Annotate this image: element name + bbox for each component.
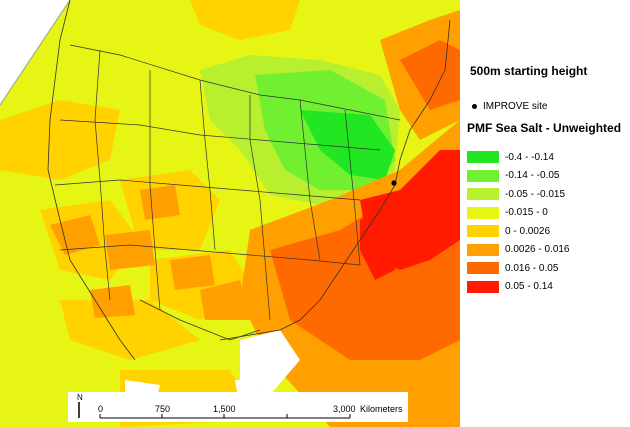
legend-swatch (467, 169, 499, 182)
starting-height-title: 500m starting height (470, 64, 588, 78)
legend-label: 0.05 - 0.14 (505, 281, 553, 293)
legend-label: -0.4 - -0.14 (505, 151, 554, 163)
scale-tick-0: 0 (98, 404, 103, 414)
layer-title: PMF Sea Salt - Unweighted (467, 121, 622, 135)
legend-label: 0.0026 - 0.016 (505, 244, 570, 256)
legend-label: 0.016 - 0.05 (505, 262, 559, 274)
legend-label: -0.14 - -0.05 (505, 170, 560, 182)
legend-item: -0.05 - -0.015 (467, 185, 570, 204)
sea-salt-map: N 0 750 1,500 3,000 Kilometers (0, 0, 460, 427)
legend-swatch (467, 151, 499, 164)
site-dot-icon (472, 104, 477, 109)
legend-item: 0 - 0.0026 (467, 222, 570, 241)
legend-item: 0.0026 - 0.016 (467, 241, 570, 260)
legend-swatch (467, 280, 499, 293)
legend-label: 0 - 0.0026 (505, 225, 551, 237)
legend: -0.4 - -0.14 -0.14 - -0.05 -0.05 - -0.015 -… (467, 148, 570, 296)
improve-site-legend: IMPROVE site (470, 101, 547, 112)
legend-item: 0.016 - 0.05 (467, 259, 570, 278)
legend-label: -0.05 - -0.015 (505, 188, 566, 200)
north-arrow-label: N (77, 393, 83, 402)
legend-item: -0.015 - 0 (467, 204, 570, 223)
legend-label: -0.015 - 0 (505, 207, 548, 219)
scale-tick-750: 750 (155, 404, 170, 414)
legend-item: 0.05 - 0.14 (467, 278, 570, 297)
scale-bar (99, 414, 351, 419)
legend-swatch (467, 262, 499, 275)
improve-site-label: IMPROVE site (483, 101, 548, 112)
improve-site-marker (391, 180, 397, 186)
legend-swatch (467, 206, 499, 219)
legend-swatch (467, 243, 499, 256)
scale-tick-1500: 1,500 (213, 404, 236, 414)
legend-item: -0.14 - -0.05 (467, 167, 570, 186)
legend-swatch (467, 188, 499, 201)
scale-unit: Kilometers (360, 404, 403, 414)
scale-tick-3000: 3,000 (333, 404, 356, 414)
legend-item: -0.4 - -0.14 (467, 148, 570, 167)
legend-swatch (467, 225, 499, 238)
